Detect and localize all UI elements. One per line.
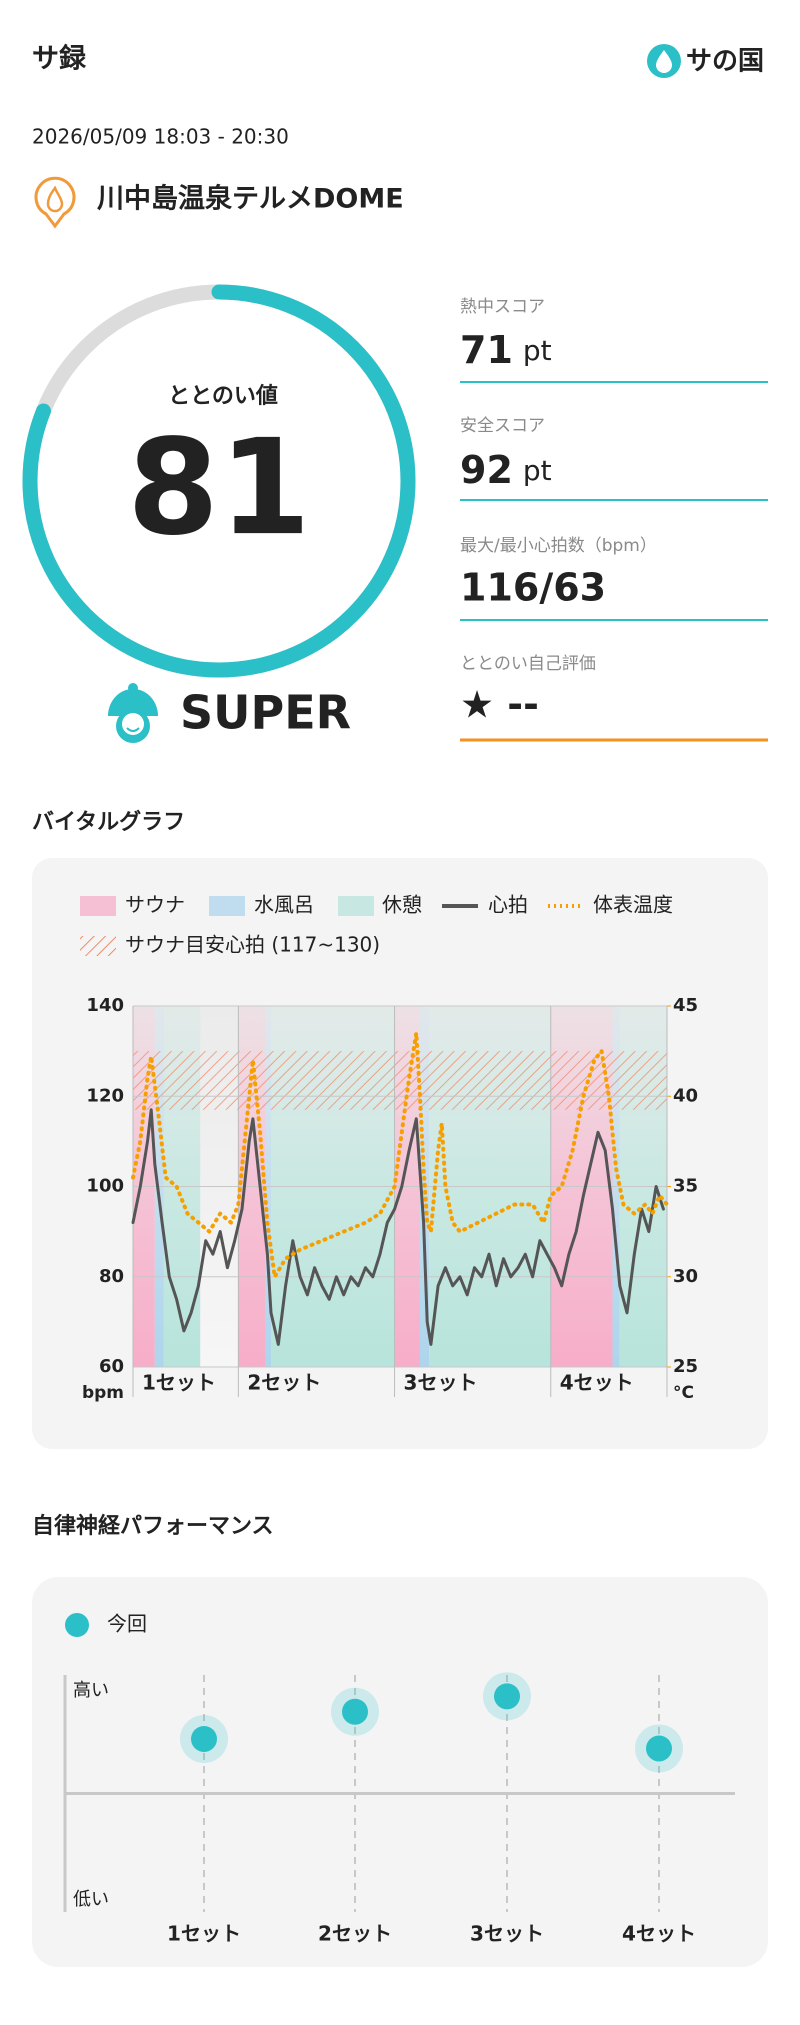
value: 92 — [460, 448, 513, 492]
brand-logo[interactable]: サの国 — [647, 44, 764, 78]
y2-tick-label: 45 — [673, 995, 698, 1016]
set-label: 2セット — [247, 1371, 321, 1395]
y-tick-label: 高い — [73, 1680, 109, 1701]
brand-name: サの国 — [686, 47, 764, 77]
y2-tick-label: 30 — [673, 1266, 698, 1287]
y-tick-label: 120 — [86, 1085, 124, 1106]
value: 71 — [460, 328, 513, 372]
metric-value: 116/63 — [460, 566, 606, 610]
metric-label: ととのい自己評価 — [460, 654, 596, 674]
set-label: 4セット — [560, 1371, 634, 1395]
y2-unit: °C — [673, 1383, 694, 1403]
legend-swatch — [209, 896, 245, 916]
legend-label: 今回 — [107, 1612, 147, 1636]
legend-label: 水風呂 — [254, 893, 314, 917]
facility-name[interactable]: 川中島温泉テルメDOME — [97, 183, 404, 215]
app-title: サ録 — [32, 43, 87, 75]
set-label: 3セット — [404, 1371, 478, 1395]
set-label: 1セット — [142, 1371, 216, 1395]
metric-label: 最大/最小心拍数（bpm） — [460, 536, 657, 556]
target-band — [133, 1051, 667, 1110]
legend-label: 体表温度 — [593, 893, 673, 917]
x-tick-label: 1セット — [167, 1922, 241, 1946]
metric-label: 熱中スコア — [460, 297, 545, 317]
score-rank: SUPER — [180, 686, 351, 740]
dot — [342, 1698, 368, 1725]
legend-swatch — [80, 896, 116, 916]
metric-label: 安全スコア — [460, 416, 545, 436]
x-tick-label: 3セット — [470, 1922, 544, 1946]
visit-datetime: 2026/05/09 18:03 - 20:30 — [32, 125, 289, 149]
metric-value[interactable]: ★ -- — [460, 683, 539, 727]
legend-marker — [65, 1613, 89, 1637]
score-label: ととのい値 — [168, 384, 278, 409]
mascot-icon — [108, 683, 158, 743]
legend-swatch — [338, 896, 374, 916]
dot — [191, 1725, 217, 1752]
card — [32, 1577, 768, 1967]
temperature-line — [131, 1031, 669, 1279]
y2-tick-label: 40 — [673, 1085, 698, 1106]
x-tick-label: 4セット — [622, 1922, 696, 1946]
y-tick-label: 140 — [86, 995, 124, 1016]
y2-tick-label: 25 — [673, 1356, 698, 1377]
x-tick-label: 2セット — [318, 1922, 392, 1946]
unit: pt — [523, 454, 552, 487]
dot — [646, 1735, 672, 1762]
section-title: バイタルグラフ — [32, 809, 185, 835]
legend-label: サウナ目安心拍 (117~130) — [125, 933, 380, 957]
legend-swatch — [80, 936, 116, 956]
score-ring — [22, 284, 416, 678]
legend-label: 心拍 — [488, 893, 528, 917]
dot — [494, 1683, 520, 1710]
y-tick-label: 80 — [99, 1266, 124, 1287]
legend-label: 休憩 — [382, 893, 422, 917]
y-tick-label: 低い — [73, 1889, 109, 1910]
score-value: 81 — [127, 411, 311, 565]
section-title: 自律神経パフォーマンス — [32, 1513, 274, 1539]
y-tick-label: 100 — [86, 1176, 124, 1197]
legend-label: サウナ — [125, 893, 185, 917]
unit: pt — [523, 334, 552, 367]
y2-tick-label: 35 — [673, 1176, 698, 1197]
facility-icon — [34, 176, 76, 229]
metric-value: 92 pt — [460, 448, 552, 492]
y-unit: bpm — [82, 1383, 124, 1403]
metric-value: 71 pt — [460, 328, 552, 372]
y-tick-label: 60 — [99, 1356, 124, 1377]
heart-rate-line — [131, 1108, 665, 1346]
